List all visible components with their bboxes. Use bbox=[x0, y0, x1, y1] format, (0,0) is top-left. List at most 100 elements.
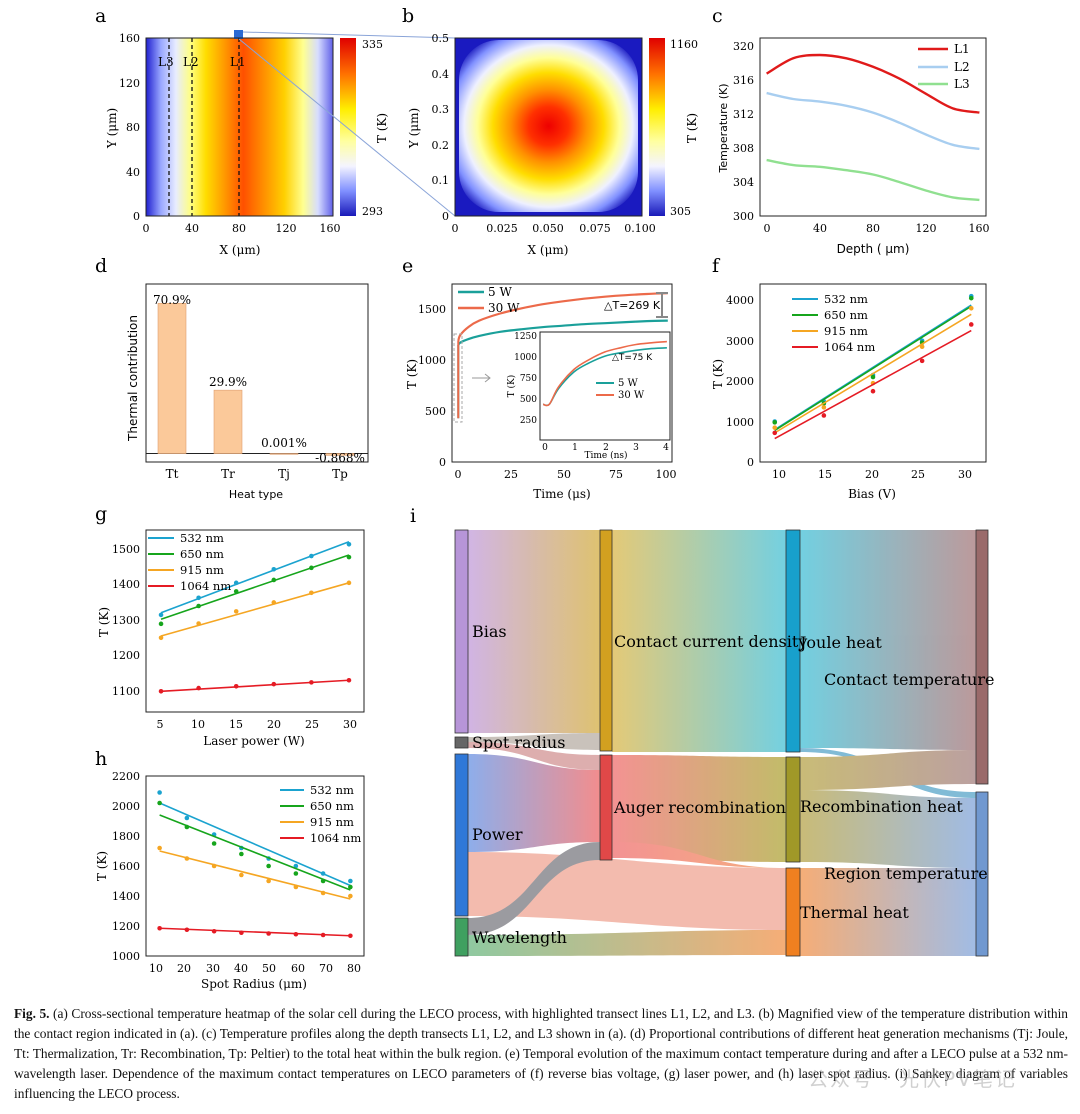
node-region-temp bbox=[975, 791, 989, 957]
ytick: 0 bbox=[747, 456, 754, 469]
legend-label-l3: L3 bbox=[954, 77, 970, 91]
xtick: 30 bbox=[343, 718, 357, 731]
data-point-650 bbox=[348, 884, 353, 890]
xlabel-c: Depth ( μm) bbox=[837, 242, 910, 256]
axes-frame-h bbox=[145, 775, 365, 957]
panel-e: e △T=269 K 5 W 30 W 0 1 2 3 4 250 500 75… bbox=[402, 255, 677, 501]
ylabel-h: T (K) bbox=[95, 851, 109, 881]
xtick: 40 bbox=[813, 222, 827, 235]
data-point-1064 bbox=[158, 689, 164, 694]
bar-tt bbox=[157, 302, 187, 454]
flow-wav-auger bbox=[468, 842, 600, 935]
data-point-650 bbox=[211, 841, 217, 846]
ytick: 1200 bbox=[112, 649, 140, 662]
ytick: 80 bbox=[126, 121, 140, 134]
flow-wav-thermal bbox=[468, 930, 786, 956]
ylabel-d: Thermal contribution bbox=[126, 315, 140, 442]
legend-label-1064: 1064 nm bbox=[824, 340, 875, 354]
ytick: 0.4 bbox=[432, 68, 450, 81]
inset-line-30w bbox=[542, 340, 667, 407]
dt-label-e: △T=269 K bbox=[604, 299, 661, 312]
axes-frame-b bbox=[454, 37, 643, 217]
xtick: 25 bbox=[305, 718, 319, 731]
legend-label-532: 532 nm bbox=[824, 292, 868, 306]
arrow-icon bbox=[472, 373, 491, 383]
xlabel-f: Bias (V) bbox=[848, 487, 896, 501]
xtick: 15 bbox=[818, 468, 832, 481]
flow-auger-recombination bbox=[612, 755, 786, 862]
data-point-532 bbox=[293, 863, 299, 869]
panel-f: f 532 nm 650 nm 915 nm 1064 nm 10 15 20 … bbox=[711, 255, 987, 501]
data-point-650 bbox=[320, 878, 326, 884]
data-point-915 bbox=[320, 890, 326, 896]
ylabel-a: Y (μm) bbox=[105, 108, 119, 149]
ytick: 304 bbox=[733, 176, 754, 189]
data-point-1064 bbox=[271, 681, 277, 687]
legend-label-650: 650 nm bbox=[180, 547, 224, 561]
panel-d-label: d bbox=[95, 255, 107, 277]
ytick: 1100 bbox=[112, 685, 140, 698]
sankey-flows bbox=[468, 530, 976, 956]
panel-e-label: e bbox=[402, 255, 413, 277]
data-point-1064 bbox=[772, 430, 778, 436]
label-thermal: Thermal heat bbox=[800, 903, 909, 922]
flow-power-auger bbox=[468, 754, 600, 852]
yticks-b: 0 0.1 0.2 0.3 0.4 0.5 bbox=[432, 32, 450, 223]
axes-frame-c bbox=[759, 37, 987, 217]
ylabel-b: Y (μm) bbox=[407, 108, 421, 149]
cbar-min-b: 305 bbox=[670, 205, 691, 218]
data-point-650 bbox=[271, 577, 277, 583]
xlabel-d: Heat type bbox=[229, 488, 283, 501]
data-point-915 bbox=[968, 305, 974, 311]
data-point-1064 bbox=[211, 928, 217, 934]
ylabel-e: T (K) bbox=[405, 359, 419, 389]
figure-canvas: a L3 L2 L1 0 40 80 120 160 0 40 80 120 1… bbox=[95, 5, 994, 991]
data-point-1064 bbox=[348, 933, 353, 939]
legend-h: 532 nm 650 nm 915 nm 1064 nm bbox=[280, 783, 361, 845]
series-group-e bbox=[457, 292, 668, 419]
legend-c: L1 L2 L3 bbox=[918, 42, 970, 91]
fit-line-915 bbox=[159, 850, 351, 900]
legend-label-650: 650 nm bbox=[310, 799, 354, 813]
ytick: 2200 bbox=[112, 770, 140, 783]
panel-a: a L3 L2 L1 0 40 80 120 160 0 40 80 120 1… bbox=[95, 5, 389, 257]
node-spot-radius bbox=[454, 736, 469, 749]
xtick: 3 bbox=[633, 443, 639, 453]
ytick: 0.1 bbox=[432, 174, 450, 187]
xticks-f: 10 15 20 25 30 bbox=[772, 468, 972, 481]
xtick: 160 bbox=[969, 222, 990, 235]
xtick: 60 bbox=[291, 962, 305, 975]
flow-joule-contact bbox=[800, 530, 976, 750]
ytick: 308 bbox=[733, 142, 754, 155]
xtick: 75 bbox=[609, 468, 623, 481]
data-point-915 bbox=[772, 425, 778, 430]
ytick: 500 bbox=[520, 395, 537, 405]
ytick: 160 bbox=[119, 32, 140, 45]
data-point-650 bbox=[158, 621, 164, 627]
xtick: 80 bbox=[866, 222, 880, 235]
panel-b-label: b bbox=[402, 5, 414, 27]
xtick: 0.025 bbox=[486, 222, 518, 235]
xtick: 40 bbox=[234, 962, 248, 975]
node-contact-temp bbox=[975, 529, 989, 785]
data-point-1064 bbox=[157, 925, 162, 931]
data-point-1064 bbox=[346, 677, 352, 683]
data-point-532 bbox=[348, 878, 353, 884]
data-point-532 bbox=[346, 541, 352, 547]
data-point-915 bbox=[184, 856, 190, 861]
data-point-1064 bbox=[968, 322, 974, 327]
ytick: 300 bbox=[733, 210, 754, 223]
label-joule: Joule heat bbox=[798, 633, 882, 652]
ytick: 1400 bbox=[112, 890, 140, 903]
caption-text: (a) Cross-sectional temperature heatmap … bbox=[14, 1006, 1068, 1101]
panel-g-label: g bbox=[95, 503, 107, 525]
label-bias: Bias bbox=[472, 622, 507, 641]
data-point-1064 bbox=[233, 684, 239, 689]
ytick: 1000 bbox=[418, 354, 446, 367]
label-recombination: Recombination heat bbox=[800, 797, 963, 816]
legend-label-650: 650 nm bbox=[824, 308, 868, 322]
xtick: 0 bbox=[764, 222, 771, 235]
data-point-1064 bbox=[239, 930, 244, 936]
ytick: 40 bbox=[126, 166, 140, 179]
axes-frame-f bbox=[759, 283, 987, 463]
